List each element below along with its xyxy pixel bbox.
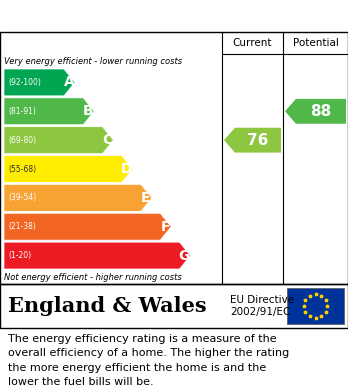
Text: Not energy efficient - higher running costs: Not energy efficient - higher running co… (4, 273, 182, 282)
Polygon shape (4, 185, 152, 211)
Text: (69-80): (69-80) (8, 136, 36, 145)
Polygon shape (4, 69, 75, 96)
Text: Very energy efficient - lower running costs: Very energy efficient - lower running co… (4, 57, 182, 66)
Bar (287, 288, 344, 324)
Text: C: C (102, 133, 112, 147)
Text: A: A (63, 75, 74, 90)
Text: (92-100): (92-100) (8, 78, 41, 87)
Polygon shape (4, 98, 94, 125)
Text: Current: Current (233, 38, 272, 48)
Text: The energy efficiency rating is a measure of the
overall efficiency of a home. T: The energy efficiency rating is a measur… (8, 334, 289, 387)
Polygon shape (224, 128, 281, 152)
Text: 76: 76 (247, 133, 269, 148)
Text: F: F (160, 220, 170, 234)
Polygon shape (4, 242, 190, 269)
Text: E: E (141, 191, 151, 205)
Text: (21-38): (21-38) (8, 222, 36, 231)
Polygon shape (285, 99, 346, 124)
Text: England & Wales: England & Wales (8, 296, 207, 316)
Text: D: D (121, 162, 132, 176)
Text: (1-20): (1-20) (8, 251, 31, 260)
Polygon shape (4, 213, 171, 240)
Text: B: B (83, 104, 93, 118)
Text: Energy Efficiency Rating: Energy Efficiency Rating (9, 7, 238, 25)
Polygon shape (4, 156, 133, 183)
Polygon shape (4, 127, 113, 154)
Text: 88: 88 (310, 104, 332, 119)
Text: (39-54): (39-54) (8, 194, 36, 203)
Text: Potential: Potential (293, 38, 339, 48)
Text: G: G (179, 249, 190, 263)
Text: (81-91): (81-91) (8, 107, 36, 116)
Text: EU Directive
2002/91/EC: EU Directive 2002/91/EC (230, 295, 294, 317)
Text: (55-68): (55-68) (8, 165, 36, 174)
